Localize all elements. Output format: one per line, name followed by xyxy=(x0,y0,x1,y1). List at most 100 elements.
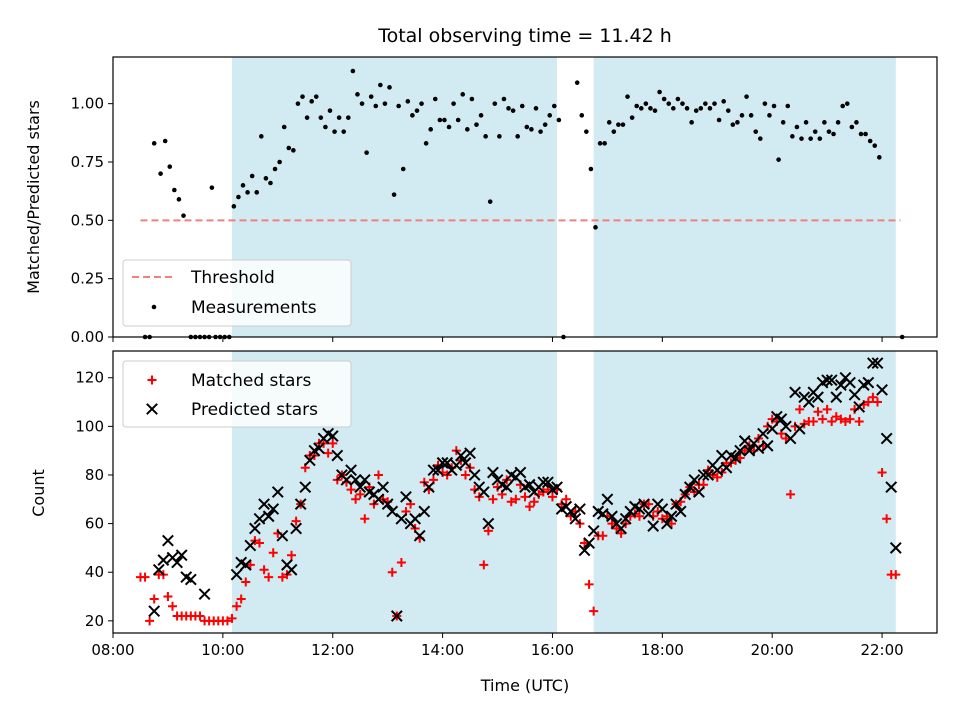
predicted-star-point xyxy=(294,498,307,511)
predicted-star-point xyxy=(148,605,161,618)
predicted-star-point xyxy=(271,486,284,498)
matched-star-point xyxy=(259,565,269,575)
measurement-point xyxy=(849,124,855,130)
predicted-star-point xyxy=(688,473,701,486)
measurement-point xyxy=(423,141,429,146)
matched-star-point xyxy=(547,492,557,502)
matched-star-point xyxy=(616,528,626,538)
predicted-star-point xyxy=(834,379,847,391)
measurement-point xyxy=(151,141,157,146)
predicted-star-point xyxy=(386,505,399,518)
measurement-point xyxy=(345,115,351,120)
matched-star-point xyxy=(735,453,745,463)
measurement-point xyxy=(753,129,759,134)
measurement-point xyxy=(812,129,818,134)
x-tick-label: 16:00 xyxy=(531,641,574,659)
measurement-point xyxy=(675,96,681,102)
measurement-point xyxy=(822,120,827,125)
measurement-point xyxy=(245,190,250,195)
predicted-star-point xyxy=(583,537,595,549)
predicted-star-point xyxy=(157,554,170,566)
predicted-star-point xyxy=(784,432,797,445)
predicted-star-point xyxy=(729,452,742,464)
legend-measurements-swatch xyxy=(151,304,157,310)
chart-title: Total observing time = 11.42 h xyxy=(377,25,672,47)
matched-star-point xyxy=(287,550,297,560)
measurement-point xyxy=(510,108,516,113)
matched-star-point xyxy=(360,514,370,524)
predicted-star-point xyxy=(642,507,655,520)
measurement-point xyxy=(721,99,726,104)
top-axes-frame xyxy=(112,56,938,338)
predicted-star-point xyxy=(775,413,788,425)
matched-star-point xyxy=(840,417,850,426)
predicted-star-point xyxy=(752,442,765,455)
measurement-point xyxy=(602,141,607,146)
predicted-star-point xyxy=(780,420,792,433)
matched-star-point xyxy=(241,577,251,587)
predicted-star-point xyxy=(802,396,815,408)
measurement-point xyxy=(593,225,598,230)
matched-star-point xyxy=(351,494,361,504)
x-tick-label: 18:00 xyxy=(641,641,684,659)
measurement-point xyxy=(533,106,539,111)
predicted-star-point xyxy=(381,498,394,511)
measurement-point xyxy=(785,103,791,109)
matched-star-point xyxy=(818,414,828,424)
measurement-point xyxy=(877,155,882,160)
measurement-point xyxy=(167,164,173,169)
top-legend: Threshold Measurements xyxy=(122,259,352,327)
predicted-star-point xyxy=(564,505,577,518)
measurement-point xyxy=(455,117,461,123)
matched-star-point xyxy=(346,485,356,495)
predicted-star-point xyxy=(413,529,426,542)
predicted-star-point xyxy=(743,444,756,457)
predicted-star-point xyxy=(171,556,183,569)
measurement-point xyxy=(336,115,342,120)
measurement-point xyxy=(268,180,273,186)
matched-star-point xyxy=(808,417,818,426)
matched-star-point xyxy=(607,519,617,529)
predicted-star-point xyxy=(258,498,270,511)
predicted-star-point xyxy=(230,568,243,581)
measurement-point xyxy=(318,115,324,120)
predicted-star-point xyxy=(267,503,280,515)
measurement-point xyxy=(396,103,401,109)
predicted-star-point xyxy=(395,512,408,525)
measurement-point xyxy=(799,136,804,141)
predicted-star-point xyxy=(303,454,316,467)
measurement-point xyxy=(634,103,639,109)
legend-box xyxy=(122,259,352,327)
measurement-point xyxy=(419,101,424,106)
predicted-star-point xyxy=(459,456,472,469)
measurement-point xyxy=(854,120,859,125)
measurement-point xyxy=(638,106,644,111)
matched-star-point xyxy=(488,494,498,504)
measurement-point xyxy=(483,134,488,139)
predicted-star-point xyxy=(853,401,866,413)
measurement-point xyxy=(469,96,475,102)
measurement-point xyxy=(606,120,612,125)
legend-predicted-label: Predicted stars xyxy=(191,400,318,420)
measurement-point xyxy=(259,134,264,139)
measurement-point xyxy=(465,127,470,132)
measurement-point xyxy=(757,136,763,141)
predicted-star-point xyxy=(432,464,444,477)
predicted-star-point xyxy=(821,374,834,387)
predicted-star-point xyxy=(441,456,454,469)
predicted-star-point xyxy=(400,490,412,503)
matched-star-point xyxy=(511,494,521,504)
y-tick-label: 40 xyxy=(85,563,104,581)
matched-star-point xyxy=(277,572,287,582)
predicted-star-point xyxy=(889,542,902,554)
measurement-point xyxy=(693,108,699,113)
measurement-point xyxy=(588,166,594,172)
measurement-point xyxy=(826,129,832,134)
measurement-point xyxy=(162,138,168,144)
matched-star-point xyxy=(245,560,255,570)
predicted-star-point xyxy=(734,444,747,457)
measurement-point xyxy=(707,106,713,111)
predicted-star-point xyxy=(514,466,527,479)
matched-star-point xyxy=(712,472,722,482)
predicted-star-point xyxy=(871,357,884,370)
